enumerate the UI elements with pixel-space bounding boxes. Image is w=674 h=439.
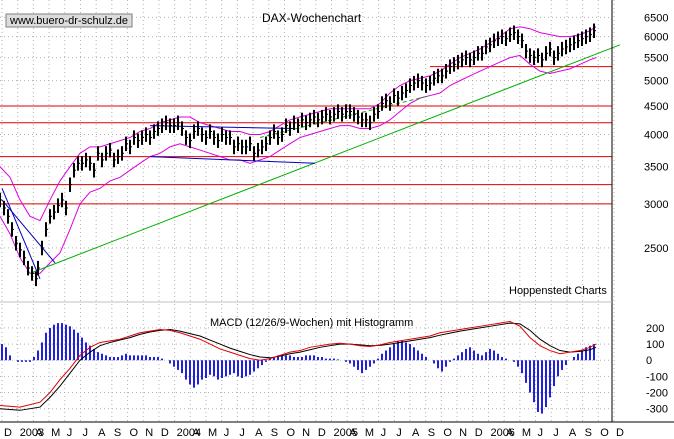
y-tick-label: 6000 xyxy=(644,32,668,44)
x-tick-label: J xyxy=(396,427,402,439)
y-tick-label: 4000 xyxy=(644,129,668,141)
x-tick-label: D xyxy=(616,427,624,439)
x-tick-label: A xyxy=(255,427,263,439)
macd-tick-label: 100 xyxy=(646,339,664,351)
price-bars xyxy=(0,23,596,287)
x-tick-label: N xyxy=(302,427,310,439)
y-tick-label: 5000 xyxy=(644,76,668,88)
x-tick-label: M xyxy=(365,427,374,439)
macd-tick-label: 200 xyxy=(646,323,664,335)
x-tick-label: 2006 xyxy=(490,427,514,439)
bollinger-bands xyxy=(0,26,597,274)
x-tick-label: N xyxy=(459,427,467,439)
y-tick-label: 6500 xyxy=(644,12,668,24)
trendline-blue-channel-bottom xyxy=(149,156,316,164)
macd-tick-label: -300 xyxy=(646,404,668,416)
x-tick-label: 2005 xyxy=(334,427,358,439)
y-tick-label: 2500 xyxy=(644,243,668,255)
x-tick-label: D xyxy=(318,427,326,439)
x-tick-label: J xyxy=(67,427,73,439)
x-tick-label: S xyxy=(428,427,435,439)
x-tick-label: J xyxy=(239,427,245,439)
x-tick-label: J xyxy=(538,427,544,439)
bollinger-upper-line xyxy=(0,26,597,222)
x-tick-label: O xyxy=(443,427,452,439)
x-tick-label: A xyxy=(192,427,200,439)
macd-label: MACD (12/26/9-Wochen) mit Histogramm xyxy=(210,317,413,329)
url-box xyxy=(5,13,133,28)
x-tick-label: S xyxy=(271,427,278,439)
x-tick-label: A xyxy=(349,427,357,439)
x-tick-label: 2003 xyxy=(20,427,44,439)
x-tick-label: 2004 xyxy=(177,427,201,439)
x-tick-label: D xyxy=(161,427,169,439)
x-tick-label: O xyxy=(130,427,139,439)
chart-title: DAX-Wochenchart xyxy=(262,11,362,25)
macd-tick-label: 0 xyxy=(646,355,652,367)
x-tick-label: A xyxy=(569,427,577,439)
x-tick-label: D xyxy=(4,427,12,439)
macd-tick-label: -200 xyxy=(646,388,668,400)
y-tick-label: 5500 xyxy=(644,53,668,65)
source-label: Hoppenstedt Charts xyxy=(509,285,607,297)
x-tick-label: D xyxy=(475,427,483,439)
x-tick-label: J xyxy=(82,427,88,439)
bollinger-lower-line xyxy=(0,54,597,274)
y-tick-label: 4500 xyxy=(644,101,668,113)
x-tick-label: S xyxy=(114,427,121,439)
x-tick-label: A xyxy=(98,427,106,439)
x-tick-label: A xyxy=(412,427,420,439)
x-tick-label: O xyxy=(600,427,609,439)
macd-tick-label: -100 xyxy=(646,371,668,383)
x-tick-label: S xyxy=(585,427,592,439)
macd-line xyxy=(0,320,597,408)
x-tick-label: J xyxy=(553,427,559,439)
y-tick-label: 3500 xyxy=(644,162,668,174)
x-tick-label: O xyxy=(286,427,295,439)
x-tick-label: M xyxy=(208,427,217,439)
x-tick-label: M xyxy=(522,427,531,439)
signal-line xyxy=(0,322,597,411)
x-tick-label: N xyxy=(145,427,153,439)
trendline-blue-downtrend-b xyxy=(1,199,56,264)
macd-panel xyxy=(0,320,597,414)
x-tick-label: J xyxy=(381,427,387,439)
x-tick-label: J xyxy=(224,427,230,439)
x-tick-label: M xyxy=(51,427,60,439)
url-label: www.buero-dr-schulz.de xyxy=(9,15,128,27)
y-tick-label: 3000 xyxy=(644,199,668,211)
x-tick-label: A xyxy=(506,427,514,439)
trendline-blue-downtrend-a xyxy=(1,188,41,279)
trendline-green xyxy=(29,44,621,274)
x-tick-label: A xyxy=(35,427,43,439)
